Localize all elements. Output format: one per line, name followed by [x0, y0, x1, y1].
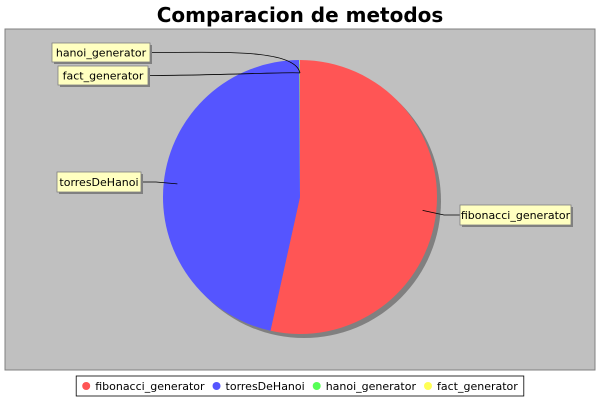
- slice-label-fact-generator: fact_generator: [63, 70, 144, 83]
- legend-label-fibonacci-generator: fibonacci_generator: [95, 380, 205, 393]
- pie-slice-torresdehanoi: [162, 60, 300, 331]
- leader-line-hanoi-generator: [149, 51, 301, 74]
- slice-label-hanoi-generator: hanoi_generator: [56, 47, 147, 60]
- leader-line-torresdehanoi: [141, 181, 178, 185]
- leader-line-fibonacci-generator: [422, 210, 460, 216]
- legend-marker-fibonacci-generator: [82, 382, 91, 390]
- leader-lines: [141, 51, 460, 216]
- legend-marker-hanoi-generator: [312, 382, 321, 390]
- legend-label-fact-generator: fact_generator: [437, 380, 518, 393]
- legend-marker-torresdehanoi: [212, 382, 221, 390]
- legend-label-hanoi-generator: hanoi_generator: [326, 380, 417, 393]
- slice-labels: fibonacci_generator torresDeHanoi hanoi_ge…: [51, 42, 573, 227]
- label-box-hanoi-generator: [51, 42, 151, 63]
- legend-marker-fact-generator: [424, 382, 432, 390]
- legend-label-torresdehanoi: torresDeHanoi: [226, 380, 305, 393]
- label-box-torresdehanoi: [56, 171, 142, 193]
- slice-label-torresdehanoi: torresDeHanoi: [59, 176, 138, 189]
- chart-title: Comparacion de metodos: [157, 3, 444, 27]
- pie-slice-hanoi-generator: [299, 59, 300, 197]
- label-box-fact-generator: [57, 65, 149, 86]
- leader-line-fact-generator: [147, 72, 301, 76]
- slice-label-fibonacci-generator: fibonacci_generator: [461, 209, 571, 222]
- slices-layer: [162, 59, 441, 338]
- label-box-fibonacci-generator: [459, 204, 572, 226]
- legend-box: [75, 375, 525, 397]
- legend: fibonacci_generator torresDeHanoi hanoi_ge…: [75, 375, 525, 397]
- pie-slice-fibonacci-generator: [270, 60, 437, 334]
